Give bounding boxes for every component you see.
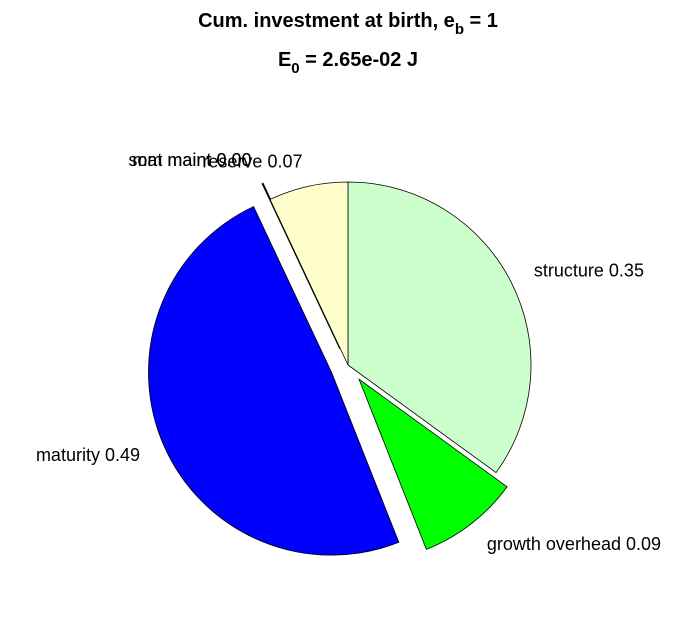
subtitle-suffix: = 2.65e-02 J bbox=[300, 49, 418, 71]
slice-label: reserve 0.07 bbox=[202, 151, 302, 171]
pie-slice bbox=[148, 206, 400, 556]
slice-label: mat maint 0.00 bbox=[132, 150, 251, 170]
title-suffix: = 1 bbox=[464, 10, 498, 32]
slice-label: structure 0.35 bbox=[534, 260, 644, 280]
slice-value: 0.35 bbox=[609, 260, 644, 280]
slice-label: maturity 0.49 bbox=[36, 445, 140, 465]
pie-slice bbox=[358, 378, 508, 550]
slice-value: 0.49 bbox=[105, 445, 140, 465]
slice-name: maturity bbox=[36, 445, 100, 465]
subtitle-text: E bbox=[278, 49, 291, 71]
pie-slice bbox=[269, 181, 349, 366]
slice-label: growth overhead 0.09 bbox=[487, 534, 661, 554]
slice-value: 0.07 bbox=[267, 151, 302, 171]
slice-name: structure bbox=[534, 260, 604, 280]
slice-name: som maint bbox=[128, 150, 211, 170]
title-subscript: b bbox=[455, 21, 464, 38]
chart-title: Cum. investment at birth, eb = 1 bbox=[198, 10, 498, 38]
slice-value: 0.00 bbox=[216, 150, 251, 170]
slice-value: 0.00 bbox=[216, 150, 251, 170]
slice-value: 0.09 bbox=[626, 534, 661, 554]
chart-subtitle: E0 = 2.65e-02 J bbox=[278, 49, 418, 77]
subtitle-subscript: 0 bbox=[291, 60, 299, 77]
pie-slice bbox=[347, 181, 532, 474]
slice-name: mat maint bbox=[132, 150, 211, 170]
slice-label: som maint 0.00 bbox=[128, 150, 251, 170]
slice-name: reserve bbox=[202, 151, 262, 171]
title-text: Cum. investment at birth, e bbox=[198, 10, 455, 32]
slice-name: growth overhead bbox=[487, 534, 621, 554]
